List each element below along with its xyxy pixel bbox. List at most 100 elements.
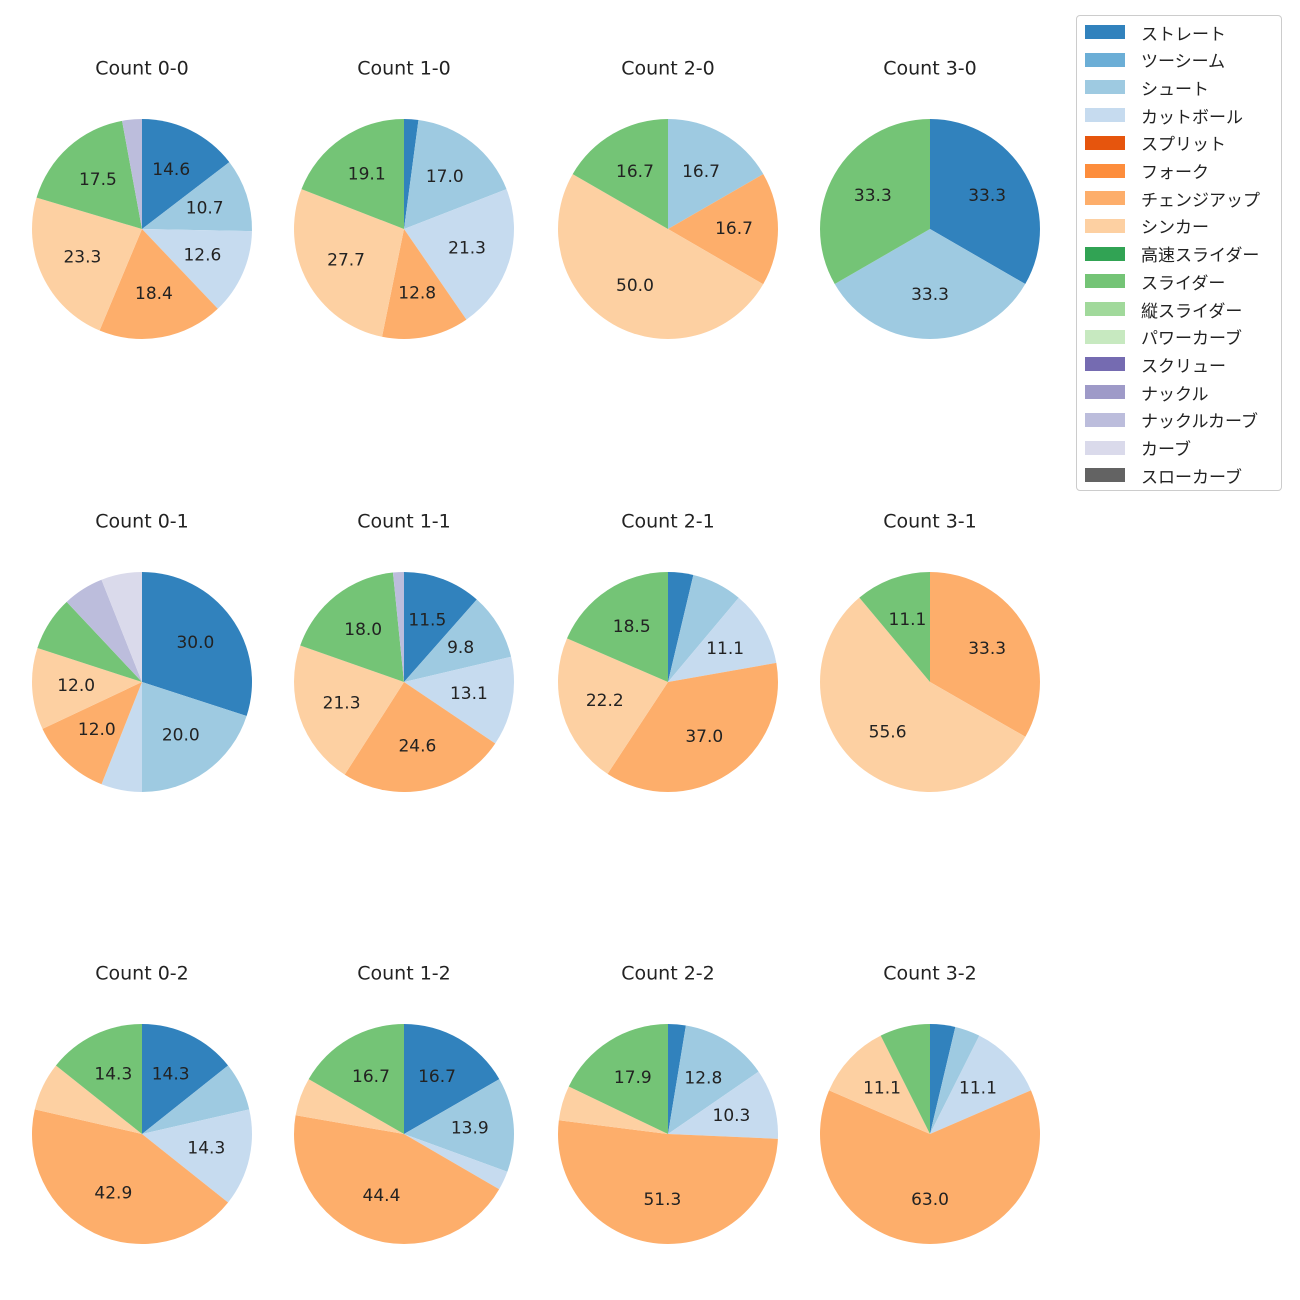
pie-slice-label: 20.0	[162, 725, 200, 745]
pie-slice-label: 44.4	[363, 1186, 401, 1206]
pie-slice	[820, 1090, 1040, 1244]
pie-slice-label: 37.0	[685, 727, 723, 747]
legend-swatch	[1085, 25, 1125, 39]
pie-chart: Count 1-0 17.0 21.3 12.8 27.7 19.1	[294, 58, 514, 339]
pie-slice	[859, 572, 930, 682]
pie-slice-label: 17.0	[426, 167, 464, 187]
pie-slice	[99, 229, 218, 339]
pie-chart-title: Count 1-0	[357, 58, 451, 80]
pie-slice-label: 11.1	[706, 639, 744, 659]
pie-slice-label: 27.7	[327, 251, 365, 271]
legend-swatch	[1085, 329, 1125, 344]
legend-swatch	[1085, 80, 1125, 95]
legend: ストレートツーシームシュートカットボール スプリットフォークチェンジアップシンカー…	[1076, 15, 1282, 491]
pie-slice-label: 10.3	[713, 1106, 751, 1126]
pie-slice	[32, 648, 143, 729]
pie-chart: Count 2-2 12.8 10.3 51.3 17.9	[558, 963, 778, 1245]
pie-slice-label: 22.2	[586, 691, 624, 711]
pie-chart: Count 3-2 11.1 63.0 11.1	[820, 963, 1040, 1244]
pie-slice-label: 16.7	[352, 1067, 390, 1087]
legend-swatch	[1085, 412, 1125, 427]
legend-item: 縦スライダー	[1085, 299, 1243, 322]
pie-slice	[404, 1079, 514, 1172]
pie-slice-label: 63.0	[911, 1190, 949, 1210]
pie-slice-label: 19.1	[348, 165, 386, 185]
pie-chart: Count 0-1 30.0 20.0 12.0 12.0	[32, 511, 252, 792]
legend-label: スクリュー	[1141, 356, 1226, 377]
pie-chart-title: Count 2-0	[621, 58, 715, 80]
pie-chart-title: Count 1-2	[357, 963, 451, 985]
pie-slice	[101, 682, 142, 792]
pie-slice	[344, 682, 496, 792]
pie-slice	[557, 174, 764, 340]
pie-slice	[668, 119, 764, 229]
pie-slice	[294, 1115, 500, 1244]
pie-slice	[558, 1120, 778, 1245]
pie-slice-label: 11.1	[889, 610, 927, 630]
pie-slice	[566, 572, 668, 682]
legend-item: シンカー	[1085, 216, 1209, 238]
pie-slice	[930, 1035, 1031, 1134]
legend-item: スライダー	[1085, 271, 1225, 294]
pie-slice-label: 16.7	[715, 219, 753, 239]
pie-slice	[607, 662, 778, 792]
pie-chart: Count 1-1 11.59.8 13.1 24.6 21.3 18.0	[294, 511, 514, 792]
pie-chart-title: Count 0-2	[95, 963, 189, 985]
pie-slice-label: 13.1	[450, 684, 488, 704]
pie-slice-label: 16.7	[418, 1067, 456, 1087]
legend-swatch	[1085, 135, 1125, 150]
legend-label: スプリット	[1141, 135, 1226, 156]
legend-item: スローカーブ	[1085, 465, 1242, 488]
legend-label: ツーシーム	[1141, 52, 1226, 73]
legend-item: パワーカーブ	[1085, 327, 1242, 349]
pie-chart: Count 2-1 11.1 37.0 22.2 18.5	[557, 511, 778, 792]
pie-slice	[392, 572, 404, 682]
legend-label: 縦スライダー	[1141, 301, 1243, 322]
legend-item: スクリュー	[1085, 354, 1226, 377]
pie-slice-label: 21.3	[323, 693, 361, 713]
pie-slice	[382, 229, 467, 339]
pie-slice-label: 24.6	[398, 737, 436, 757]
legend-label: カットボール	[1141, 107, 1243, 128]
pie-slice	[42, 682, 142, 785]
pie-slice	[404, 572, 477, 682]
legend-swatch	[1085, 440, 1125, 455]
legend-swatch	[1085, 302, 1125, 316]
legend-swatch	[1085, 385, 1125, 400]
pie-slice	[142, 572, 252, 716]
pie-chart: Count 3-0 33.3 33.3 33.3	[819, 58, 1040, 340]
legend-swatch	[1085, 163, 1125, 178]
pie-slice-label: 11.1	[863, 1079, 901, 1099]
pie-slice-label: 10.7	[186, 198, 224, 218]
pie-slice	[572, 119, 668, 229]
legend-label: チェンジアップ	[1141, 190, 1260, 211]
pie-chart: Count 1-2 16.7 13.9 44.4 16.7	[294, 963, 514, 1244]
pie-slice-label: 14.6	[152, 160, 190, 180]
pie-chart-title: Count 0-0	[95, 58, 189, 80]
legend-item: ナックル	[1085, 382, 1209, 405]
pie-slice	[404, 656, 514, 744]
pie-chart: Count 0-0 14.6 10.7 12.6 18.4 23.3 17.5	[32, 58, 252, 339]
pie-slice	[101, 572, 142, 682]
pie-slice-label: 33.3	[968, 186, 1006, 206]
pie-slice	[930, 572, 1041, 737]
pie-chart: Count 3-1 33.3 55.6 11.1	[820, 511, 1041, 792]
legend-item: ストレート	[1085, 22, 1226, 45]
pie-slice-label: 13.9	[451, 1118, 489, 1138]
legend-swatch	[1085, 274, 1125, 289]
pie-slice	[37, 601, 142, 682]
legend-item: フォーク	[1085, 161, 1209, 183]
pie-slice-label: 14.3	[94, 1065, 132, 1085]
pie-slice	[404, 1024, 500, 1134]
legend-label: ナックル	[1141, 384, 1209, 405]
legend-item: チェンジアップ	[1085, 188, 1260, 211]
legend-label: カーブ	[1141, 440, 1191, 460]
pie-slice-label: 18.0	[344, 620, 382, 640]
pie-slice	[819, 119, 930, 284]
pie-slice-label: 23.3	[63, 247, 101, 267]
legend-item: シュート	[1085, 77, 1209, 100]
pie-slice-label: 12.0	[57, 676, 95, 696]
pie-slice-label: 14.3	[152, 1065, 190, 1085]
pie-slice-label: 18.4	[135, 284, 173, 304]
